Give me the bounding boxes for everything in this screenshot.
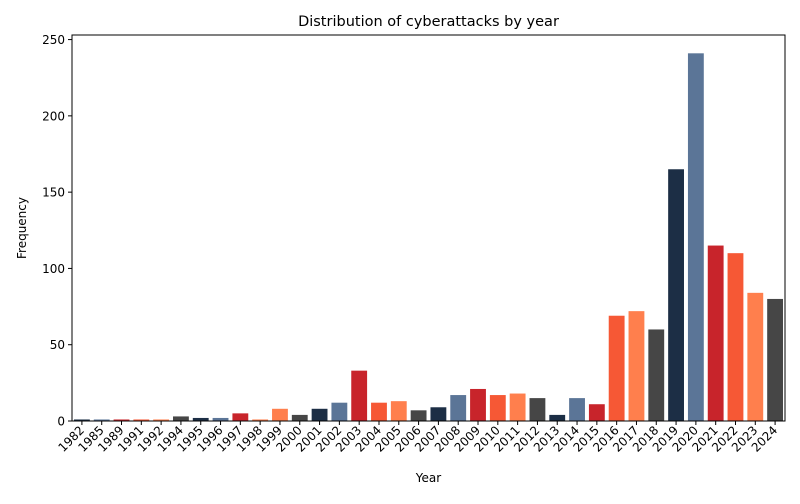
bar-2017 [628,311,645,421]
bar-2009 [470,388,486,421]
bar-2018 [648,329,665,421]
bar-2008 [450,395,467,421]
bar-1995 [192,417,209,421]
bar-1991 [133,419,150,421]
bar-2013 [549,414,566,421]
bar-2022 [727,253,744,421]
bar-2010 [489,395,506,421]
bar-1985 [93,419,110,421]
x-axis-label: Year [415,471,441,485]
plot-frame [71,34,786,422]
bar-1997 [232,413,249,421]
bar-2020 [687,53,704,422]
bar-1998 [252,419,269,421]
bar-2014 [569,398,585,421]
bar-1982 [73,419,90,421]
bar-2005 [390,401,407,421]
bar-2024 [767,298,784,421]
bar-2007 [430,407,447,421]
bar-2011 [509,393,526,421]
y-tick-label: 250 [42,33,65,47]
x-axis: 1982198519891991199219941995199619971998… [56,421,780,455]
bar-2003 [351,370,368,421]
bar-1992 [153,419,170,421]
y-tick-label: 0 [57,415,65,429]
bar-2001 [311,408,328,421]
bar-1996 [212,417,229,421]
bar-2002 [331,402,348,421]
y-tick-label: 100 [42,262,65,276]
bar-1989 [113,419,130,421]
bar-1994 [173,416,189,421]
bar-2006 [410,410,427,421]
bar-2012 [529,398,546,421]
y-tick-label: 50 [50,338,65,352]
bar-2000 [291,414,308,421]
y-axis-label: Frequency [15,197,29,259]
bar-2019 [668,169,684,421]
bar-2015 [588,404,605,421]
chart-title: Distribution of cyberattacks by year [298,14,559,30]
y-tick-label: 150 [42,186,65,200]
bar-2023 [747,292,764,421]
y-axis: 0 50 100 150 200 250 [42,33,72,429]
bar-2016 [608,315,625,421]
bar-2021 [707,245,724,421]
bars-group [73,53,784,422]
bar-1999 [272,408,288,421]
y-tick-label: 200 [42,109,65,123]
bar-2004 [371,402,387,421]
